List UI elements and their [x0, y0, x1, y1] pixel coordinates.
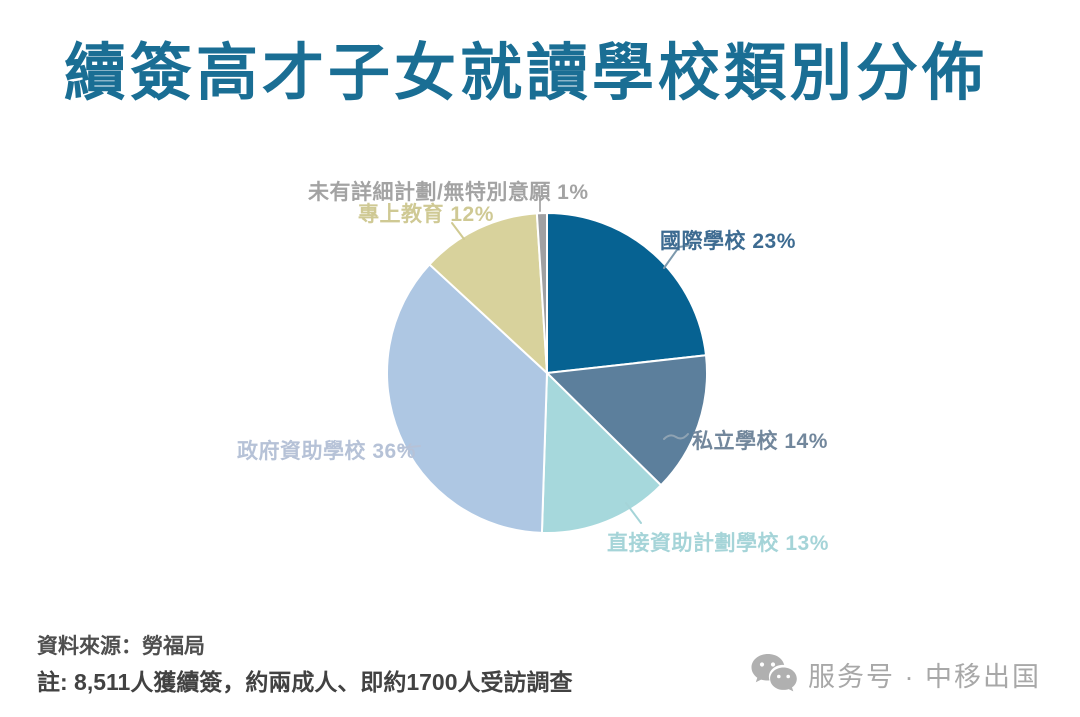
page-title: 續簽高才子女就讀學校類別分佈 [64, 39, 989, 108]
slice-label-direct-subsidy: 直接資助計劃學校 13% [607, 532, 829, 555]
leader-line-postsec [451, 222, 465, 240]
leader-line-dss [625, 502, 642, 524]
leader-line-private [663, 433, 689, 440]
wechat-icon [751, 654, 797, 692]
watermark-badge: 服务号 · 中移出国 [750, 652, 1041, 696]
pie-slice-3 [386, 263, 548, 534]
slice-label-international: 國際學校 23% [660, 230, 796, 253]
leader-line-intl [663, 244, 693, 269]
slice-label-no-plan: 未有詳細計劃/無特別意願 1% [308, 181, 589, 204]
pie-slice-2 [540, 372, 663, 534]
pie-slice-1 [546, 354, 708, 487]
pie-slices [386, 212, 708, 534]
leader-line-gov [399, 445, 421, 449]
pie-slice-0 [546, 212, 708, 374]
footnote-text: 註: 8,511人獲續簽，約兩成人、即約1700人受訪調查 [37, 669, 573, 695]
slice-label-private: 私立學校 14% [692, 430, 828, 453]
slice-label-post-secondary: 專上教育 12% [358, 203, 494, 226]
pie-slice-5 [535, 212, 548, 374]
slice-label-government: 政府資助學校 36% [237, 440, 416, 463]
watermark-text: 服务号 · 中移出国 [808, 661, 1041, 692]
data-source-text: 資料來源：勞福局 [37, 635, 205, 658]
leader-lines [399, 195, 693, 524]
pie-slice-4 [428, 212, 548, 374]
